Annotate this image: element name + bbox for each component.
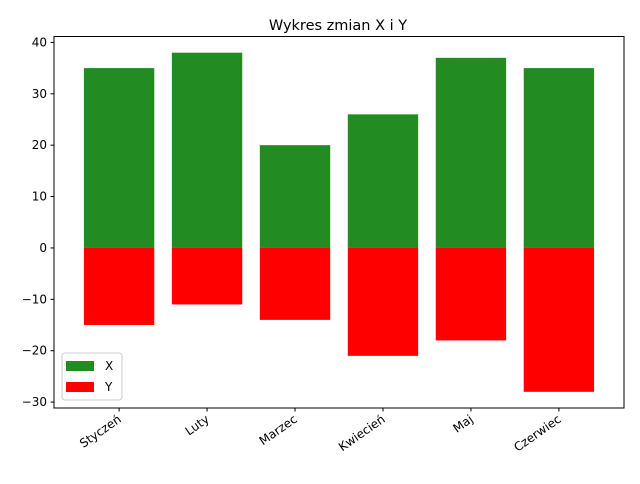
bar-x-3 bbox=[347, 114, 419, 248]
bar-y-5 bbox=[523, 247, 595, 392]
y-tick-label: 20 bbox=[32, 138, 47, 152]
bar-x-4 bbox=[435, 57, 507, 248]
bars-group bbox=[83, 52, 595, 392]
bar-x-0 bbox=[83, 68, 155, 248]
bar-x-1 bbox=[171, 52, 243, 248]
bar-y-3 bbox=[347, 247, 419, 356]
bar-x-2 bbox=[259, 145, 331, 248]
bar-y-4 bbox=[435, 247, 507, 341]
y-tick-label: 40 bbox=[32, 35, 47, 49]
y-tick-label: 0 bbox=[39, 241, 47, 255]
plot-frame bbox=[53, 36, 625, 409]
bar-y-0 bbox=[83, 247, 155, 326]
y-tick-label: −30 bbox=[22, 395, 47, 409]
legend-swatch-y bbox=[66, 382, 94, 392]
y-tick-label: −10 bbox=[22, 292, 47, 306]
legend-swatch-x bbox=[66, 361, 94, 371]
y-axis: −30 −20 −10 0 10 20 30 40 bbox=[22, 35, 54, 409]
bar-y-1 bbox=[171, 247, 243, 305]
y-tick-label: −20 bbox=[22, 344, 47, 358]
bar-y-2 bbox=[259, 247, 331, 320]
legend-label-x: X bbox=[105, 359, 113, 373]
y-tick-label: 10 bbox=[32, 190, 47, 204]
legend: X Y bbox=[61, 352, 123, 401]
y-tick-label: 30 bbox=[32, 87, 47, 101]
legend-label-y: Y bbox=[104, 380, 113, 394]
bar-x-5 bbox=[523, 68, 595, 248]
chart-title: Wykres zmian X i Y bbox=[269, 18, 407, 34]
